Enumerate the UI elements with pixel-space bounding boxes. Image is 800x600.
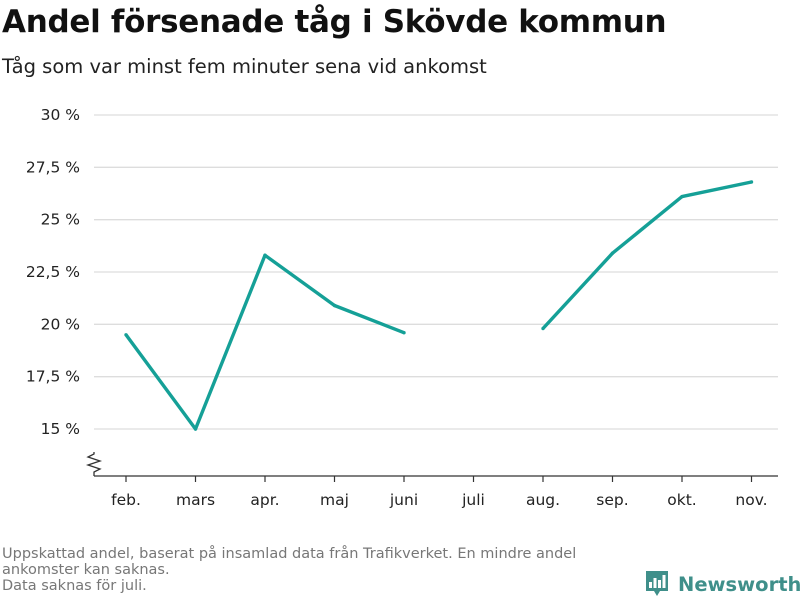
- x-tick-label: okt.: [667, 491, 696, 509]
- x-tick-label: apr.: [250, 491, 279, 509]
- x-tick-label: mars: [176, 491, 215, 509]
- series-line-segment: [541, 180, 752, 330]
- gridlines: [94, 114, 778, 430]
- x-axis: [85, 452, 778, 477]
- x-tick-label: sep.: [596, 491, 628, 509]
- series-lines: [124, 180, 754, 431]
- data-point: [610, 251, 615, 255]
- x-tick-label: nov.: [735, 491, 767, 509]
- y-tick-label: 17,5 %: [26, 368, 80, 386]
- footnote-line: ankomster kan saknas.: [2, 562, 170, 578]
- data-point: [541, 326, 545, 331]
- data-point: [402, 331, 406, 335]
- data-point: [263, 253, 267, 257]
- x-tick-label: aug.: [526, 491, 560, 509]
- y-tick-label: 15 %: [41, 420, 80, 438]
- footnote-line: Uppskattad andel, baserat på insamlad da…: [2, 546, 577, 562]
- y-tick-label: 27,5 %: [26, 158, 80, 176]
- data-point: [193, 427, 198, 431]
- brand-name: Newsworthy: [678, 572, 800, 596]
- chart-subtitle: Tåg som var minst fem minuter sena vid a…: [2, 55, 487, 78]
- x-tick-label: maj: [320, 491, 349, 509]
- y-tick-label: 25 %: [41, 211, 80, 229]
- y-axis-tick-labels: 15 % 17,5 % 20 % 22,5 % 25 % 27,5 % 30 %: [26, 106, 80, 438]
- x-tick-label: juli: [461, 491, 485, 509]
- footnote: Uppskattad andel, baserat på insamlad da…: [2, 546, 642, 594]
- x-axis-ticks: [125, 476, 753, 482]
- x-tick-label: feb.: [111, 491, 141, 509]
- x-axis-tick-labels: feb. mars apr. maj juni juli aug. sep. okt. nov.: [111, 491, 767, 509]
- brand-logo: Newsworthy: [644, 568, 800, 600]
- data-point: [680, 194, 684, 199]
- data-point: [332, 303, 337, 308]
- chart-title: Andel försenade tåg i Skövde kommun: [2, 4, 667, 40]
- footnote-line: Data saknas för juli.: [2, 578, 147, 594]
- data-point: [749, 180, 754, 184]
- y-tick-label: 22,5 %: [26, 263, 80, 281]
- y-tick-label: 30 %: [41, 106, 80, 124]
- axis-break-icon: [85, 452, 103, 476]
- y-tick-label: 20 %: [41, 315, 80, 333]
- bar-chart-logo-icon: [646, 571, 668, 596]
- x-tick-label: juni: [389, 491, 418, 509]
- data-point: [124, 333, 128, 337]
- series-line-segment: [124, 253, 405, 431]
